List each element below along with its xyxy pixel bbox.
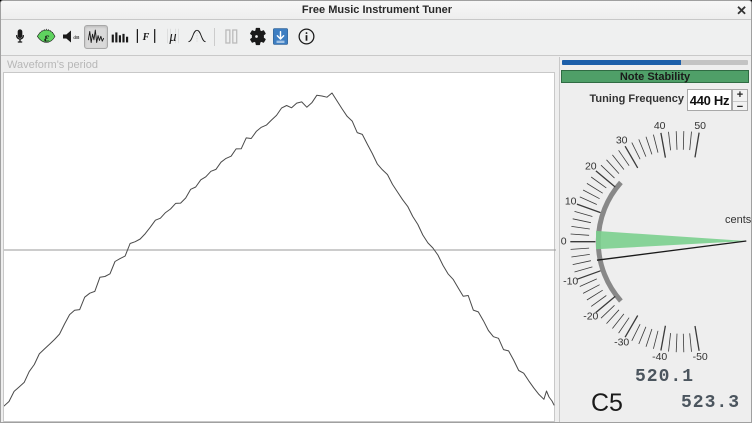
- svg-text:-30: -30: [614, 337, 629, 349]
- svg-text:ε: ε: [44, 31, 50, 45]
- svg-text:-50: -50: [693, 351, 708, 363]
- svg-text:0: 0: [561, 235, 567, 247]
- svg-text:40: 40: [654, 120, 666, 132]
- svg-text:dB: dB: [73, 35, 80, 40]
- svg-text:μ: μ: [168, 29, 176, 45]
- svg-text:50: 50: [694, 120, 706, 132]
- svg-text:F: F: [142, 32, 150, 43]
- svg-text:30: 30: [616, 134, 628, 146]
- svg-text:20: 20: [585, 160, 597, 172]
- svg-text:-40: -40: [652, 351, 667, 363]
- svg-text:-20: -20: [583, 310, 598, 322]
- svg-text:10: 10: [565, 196, 577, 208]
- svg-text:-10: -10: [563, 275, 578, 287]
